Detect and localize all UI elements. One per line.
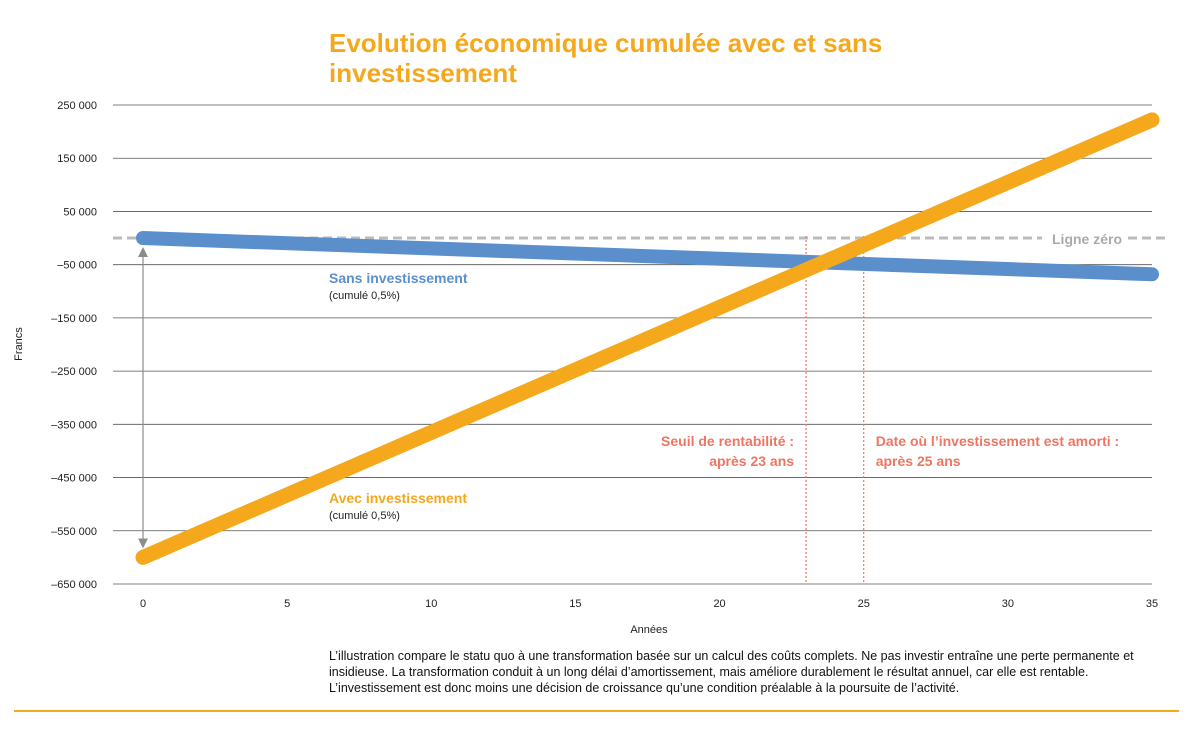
y-tick-label: –50 000 (57, 260, 97, 272)
zero-line-label: Ligne zéro (1052, 231, 1122, 247)
annotation-line: après 25 ans (876, 453, 961, 469)
x-tick-label: 30 (1002, 598, 1014, 610)
y-tick-label: –450 000 (51, 473, 97, 485)
annotation-1: Seuil de rentabilité : après 23 ans (661, 433, 794, 469)
annotation-line: Seuil de rentabilité : (661, 433, 794, 449)
x-tick-label: 15 (569, 598, 581, 610)
annotation-2: Date où l’investissement est amorti : apr… (876, 433, 1120, 469)
annotation-line: Date où l’investissement est amorti : (876, 433, 1120, 449)
footer-divider (14, 710, 1179, 712)
y-tick-label: –650 000 (51, 579, 97, 591)
x-tick-label: 20 (713, 598, 725, 610)
x-tick-label: 35 (1146, 598, 1158, 610)
chart-caption: L’illustration compare le statu quo à un… (329, 649, 1134, 695)
series-line-2 (135, 112, 1160, 565)
series-line-1 (136, 231, 1159, 282)
y-tick-label: 150 000 (57, 153, 97, 165)
annotation-line: après 23 ans (709, 453, 794, 469)
x-tick-label: 25 (858, 598, 870, 610)
x-tick-label: 0 (140, 598, 146, 610)
y-tick-label: –350 000 (51, 419, 97, 431)
series-label-2: Avec investissement (329, 490, 467, 506)
x-tick-label: 5 (284, 598, 290, 610)
chart-title: Evolution économique cumulée avec et san… (329, 28, 883, 88)
y-axis-title: Francs (13, 327, 25, 361)
y-tick-label: 50 000 (63, 206, 97, 218)
y-tick-label: 250 000 (57, 100, 97, 112)
x-tick-label: 10 (425, 598, 437, 610)
series-note-1: (cumulé 0,5%) (329, 290, 400, 302)
y-tick-label: –150 000 (51, 313, 97, 325)
y-tick-label: –550 000 (51, 526, 97, 538)
x-axis-title: Années (630, 624, 668, 636)
series-note-2: (cumulé 0,5%) (329, 510, 400, 522)
series-label-1: Sans investissement (329, 270, 468, 286)
y-tick-label: –250 000 (51, 366, 97, 378)
